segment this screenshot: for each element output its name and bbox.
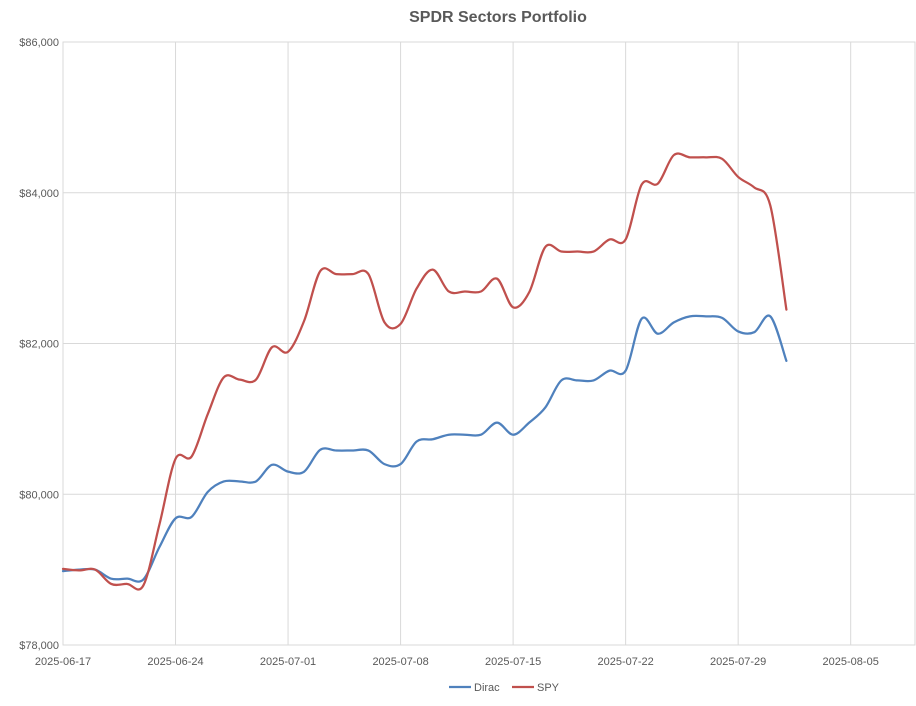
legend: Dirac SPY — [449, 682, 560, 694]
chart-title: SPDR Sectors Portfolio — [409, 9, 587, 26]
y-tick-label: $80,000 — [19, 489, 59, 501]
plot-area — [61, 152, 788, 591]
y-tick-label: $86,000 — [19, 37, 59, 49]
legend-label-dirac: Dirac — [474, 682, 500, 694]
legend-label-spy: SPY — [537, 682, 560, 694]
x-tick-label: 2025-07-15 — [485, 656, 541, 668]
x-tick-label: 2025-06-24 — [147, 656, 203, 668]
x-tick-label: 2025-07-01 — [260, 656, 316, 668]
series-line-dirac — [61, 314, 788, 583]
x-tick-label: 2025-07-08 — [372, 656, 428, 668]
series-line-spy — [61, 152, 788, 591]
y-tick-label: $84,000 — [19, 188, 59, 200]
grid — [62, 41, 916, 646]
axes: $78,000 $80,000 $82,000 $84,000 $86,000 2025-… — [19, 37, 879, 668]
x-tick-label: 2025-07-22 — [598, 656, 654, 668]
y-tick-label: $78,000 — [19, 640, 59, 652]
y-tick-label: $82,000 — [19, 339, 59, 351]
x-tick-label: 2025-07-29 — [710, 656, 766, 668]
x-tick-label: 2025-06-17 — [35, 656, 91, 668]
x-tick-label: 2025-08-05 — [823, 656, 879, 668]
